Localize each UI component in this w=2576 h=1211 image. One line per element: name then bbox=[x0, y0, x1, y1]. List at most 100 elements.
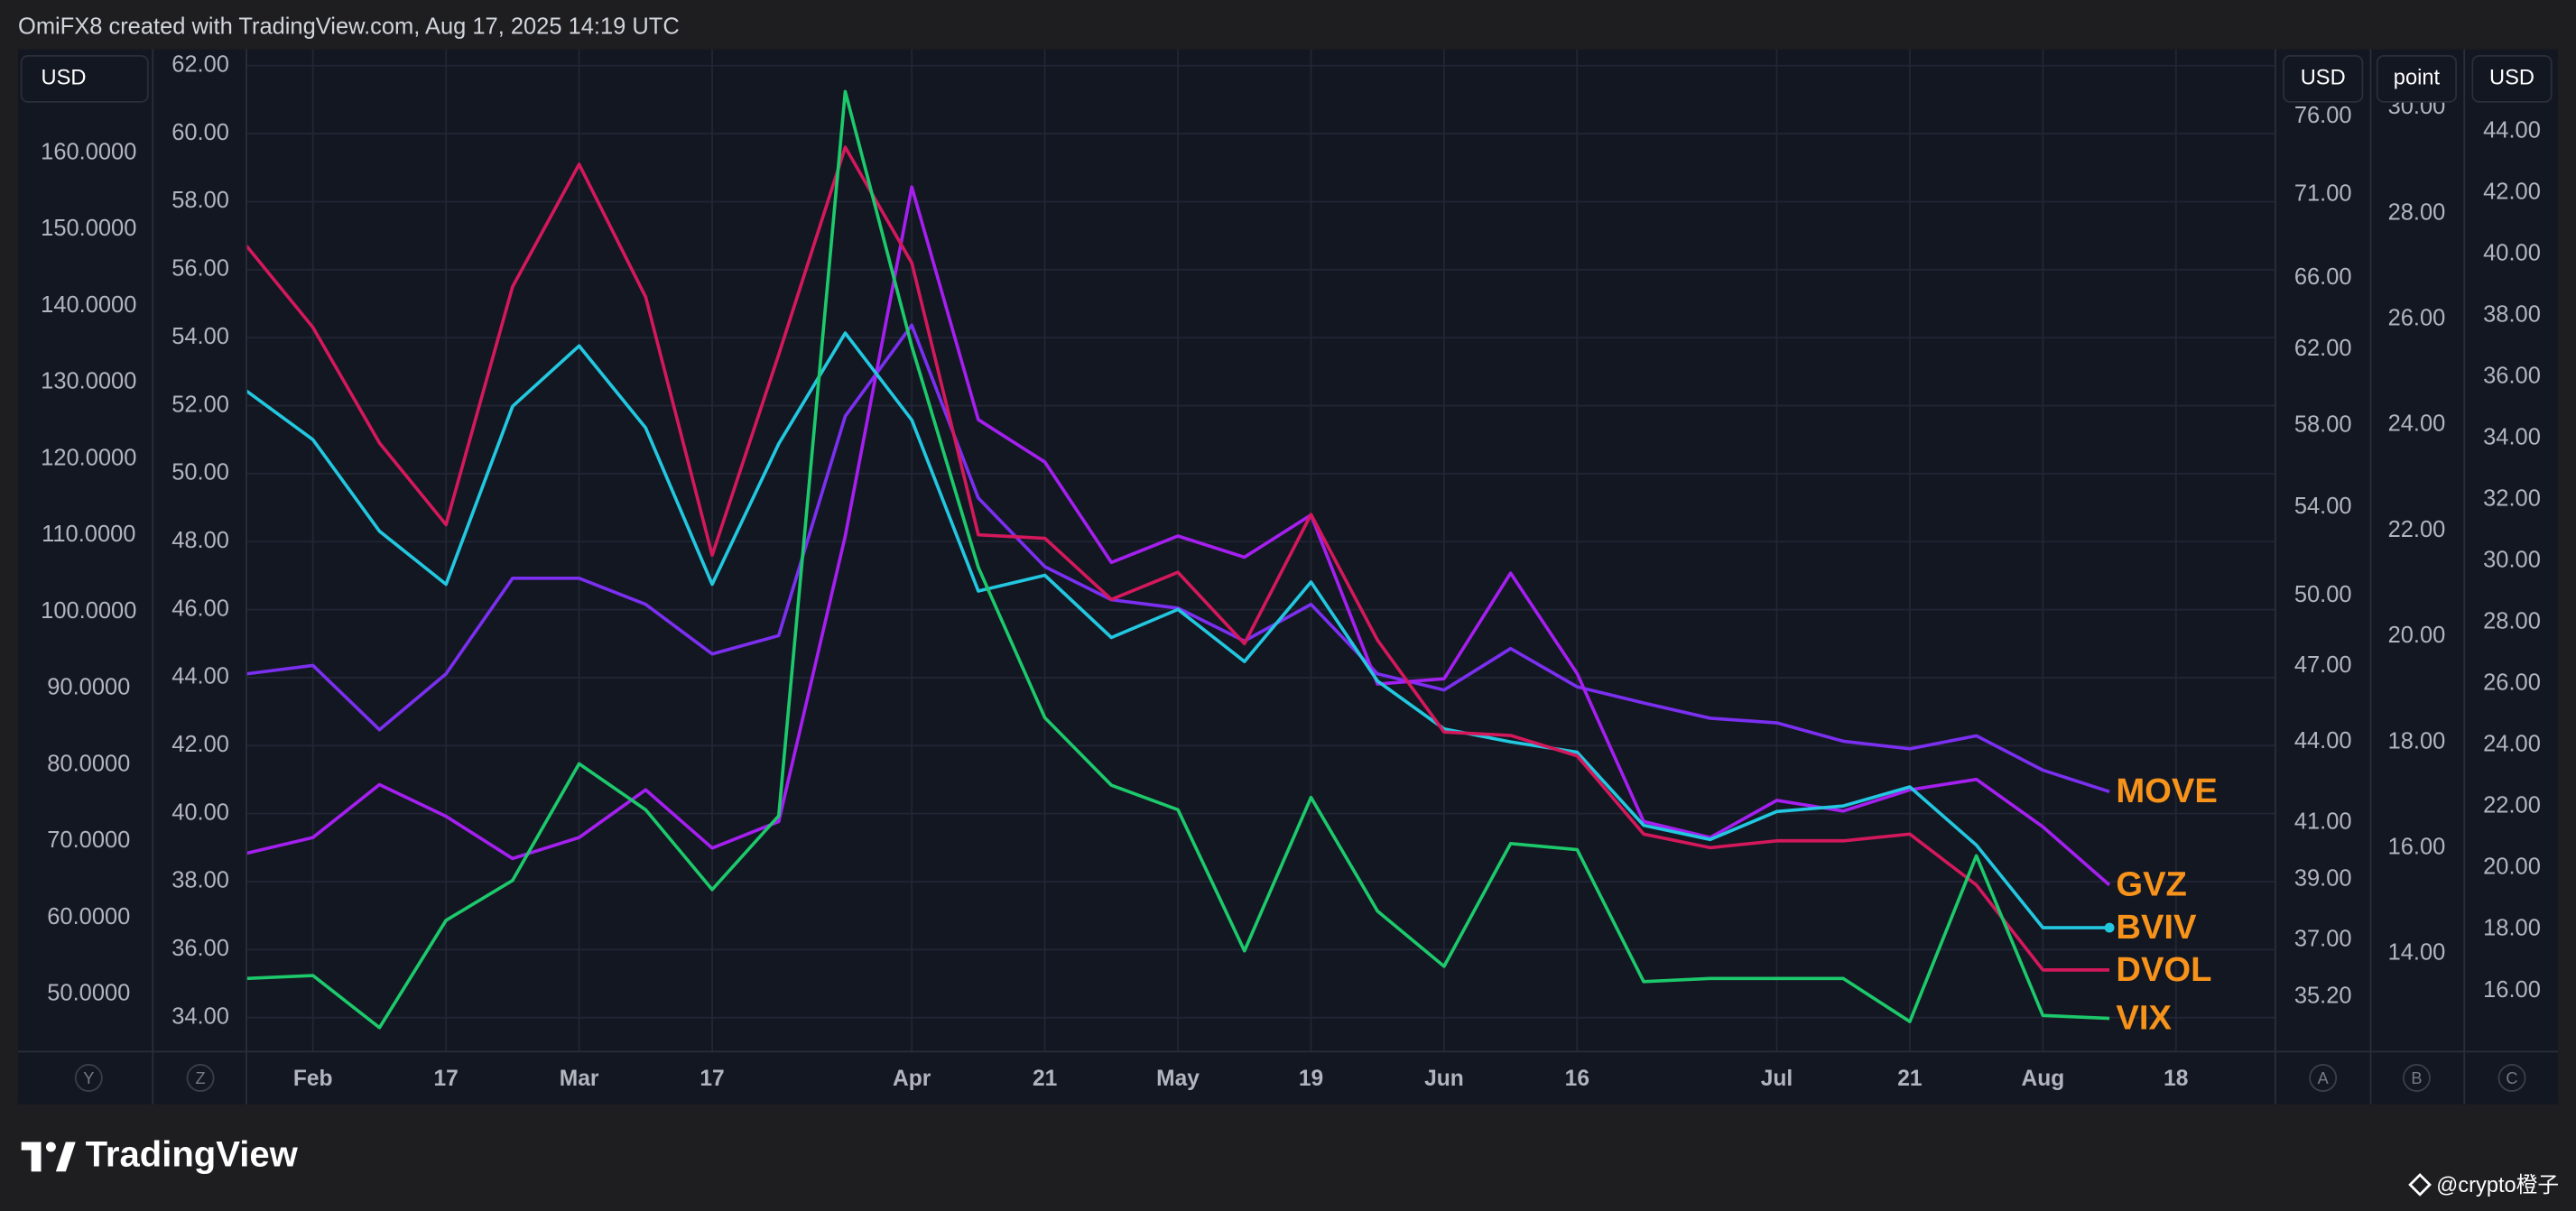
series-line bbox=[245, 145, 2110, 972]
y-tick-label: 62.00 bbox=[2294, 336, 2352, 361]
y-tick-label: 50.0000 bbox=[47, 981, 130, 1006]
y-tick-label: 42.00 bbox=[2483, 179, 2541, 204]
y-tick-label: 140.0000 bbox=[41, 292, 136, 318]
y-tick-label: 48.00 bbox=[171, 528, 229, 553]
y-tick-label: 24.00 bbox=[2388, 411, 2446, 437]
logo-part bbox=[45, 1142, 56, 1152]
x-tick-label: Feb bbox=[293, 1067, 333, 1091]
y-tick-label: 16.00 bbox=[2483, 977, 2541, 1003]
x-tick-label: Jul bbox=[1761, 1067, 1793, 1091]
y-tick-label: 76.00 bbox=[2294, 103, 2352, 128]
unit-button bbox=[2283, 54, 2364, 103]
y-tick-label: 34.00 bbox=[2483, 425, 2541, 450]
y-tick-label: 110.0000 bbox=[42, 522, 135, 547]
separators bbox=[18, 49, 2558, 1105]
scale-button bbox=[2309, 1064, 2338, 1092]
y-tick-label: 26.00 bbox=[2388, 306, 2446, 331]
y-tick-label: 80.0000 bbox=[47, 751, 130, 776]
x-tick-label: Mar bbox=[560, 1067, 599, 1091]
y-tick-label: 46.00 bbox=[171, 596, 229, 621]
x-tick-label: 18 bbox=[2164, 1067, 2188, 1091]
scale-button bbox=[2402, 1064, 2431, 1092]
x-tick-label: Jun bbox=[1424, 1067, 1464, 1091]
x-tick-label: Aug bbox=[2021, 1067, 2064, 1091]
y-tick-label: 120.0000 bbox=[41, 445, 136, 470]
series-line bbox=[246, 185, 2111, 887]
scale-button bbox=[186, 1064, 215, 1092]
y-tick-label: 22.00 bbox=[2388, 517, 2446, 542]
brand-name: TradingView bbox=[86, 1134, 299, 1174]
unit-label: point bbox=[2394, 67, 2441, 90]
y-tick-label: 26.00 bbox=[2483, 670, 2541, 696]
y-tick-label: 39.00 bbox=[2294, 866, 2352, 892]
y-tick-label: 50.00 bbox=[2294, 582, 2352, 607]
y-tick-label: 24.00 bbox=[2483, 732, 2541, 757]
y-tick-label: 66.00 bbox=[2294, 264, 2352, 290]
unit-button bbox=[2376, 54, 2458, 103]
y-tick-label: 35.20 bbox=[2294, 984, 2352, 1009]
y-tick-label: 60.0000 bbox=[47, 904, 130, 929]
x-tick-label: 16 bbox=[1565, 1067, 1589, 1091]
y-tick-label: 34.00 bbox=[171, 1003, 229, 1029]
y-tick-label: 130.0000 bbox=[41, 369, 136, 394]
y-tick-label: 30.00 bbox=[2483, 548, 2541, 573]
y-tick-label: 54.00 bbox=[2294, 494, 2352, 519]
y-tick-label: 90.0000 bbox=[47, 675, 130, 700]
y-tick-label: 52.00 bbox=[171, 392, 229, 417]
y-tick-label: 41.00 bbox=[2294, 809, 2352, 834]
y-tick-label: 62.00 bbox=[171, 52, 229, 78]
axes: 50.0000 60.0000 70.0000 80.0000 90.0000 100.0… bbox=[41, 52, 2541, 1091]
y-tick-label: 36.00 bbox=[2483, 364, 2541, 389]
x-tick-label: 21 bbox=[1897, 1067, 1922, 1091]
scale-id: Y bbox=[83, 1069, 94, 1087]
y-tick-label: 150.0000 bbox=[41, 216, 136, 241]
y-tick-label: 70.0000 bbox=[47, 827, 130, 853]
y-tick-label: 58.00 bbox=[171, 188, 229, 213]
y-tick-label: 20.00 bbox=[2483, 855, 2541, 880]
y-tick-label: 60.00 bbox=[171, 120, 229, 145]
y-tick-label: 28.00 bbox=[2483, 609, 2541, 634]
y-tick-label: 38.00 bbox=[171, 868, 229, 893]
y-tick-label: 44.00 bbox=[2483, 117, 2541, 143]
series-label: DVOL bbox=[2116, 950, 2211, 989]
x-tick-label: 19 bbox=[1299, 1067, 1323, 1091]
x-tick-label: 21 bbox=[1033, 1067, 1057, 1091]
scale-button bbox=[2497, 1064, 2526, 1092]
y-tick-label: 40.00 bbox=[171, 800, 229, 825]
x-tick-label: 17 bbox=[434, 1067, 459, 1091]
unit-label: USD bbox=[42, 67, 87, 90]
y-tick-label: 14.00 bbox=[2388, 940, 2446, 966]
y-tick-label: 160.0000 bbox=[41, 139, 136, 164]
y-tick-label: 56.00 bbox=[171, 256, 229, 282]
x-tick-label: May bbox=[1156, 1067, 1200, 1091]
series-label: GVZ bbox=[2116, 865, 2187, 904]
y-tick-label: 38.00 bbox=[2483, 302, 2541, 328]
scale-id: C bbox=[2506, 1069, 2517, 1087]
series-line bbox=[245, 331, 2110, 929]
scale-id: A bbox=[2318, 1069, 2330, 1087]
y-tick-label: 50.00 bbox=[171, 460, 229, 485]
y-tick-label: 44.00 bbox=[2294, 728, 2352, 753]
y-tick-label: 47.00 bbox=[2294, 652, 2352, 678]
header-text: OmiFX8 created with TradingView.com, Aug… bbox=[18, 14, 680, 40]
unit-button bbox=[2471, 54, 2553, 103]
y-tick-label: 54.00 bbox=[171, 324, 229, 349]
y-tick-label: 37.00 bbox=[2294, 926, 2352, 951]
y-tick-label: 28.00 bbox=[2388, 199, 2446, 225]
scale-id: Z bbox=[195, 1069, 205, 1087]
unit-label: USD bbox=[2489, 67, 2534, 90]
series-label: VIX bbox=[2116, 999, 2172, 1038]
logo-part bbox=[31, 1142, 42, 1172]
y-tick-label: 42.00 bbox=[171, 732, 229, 757]
y-tick-label: 100.0000 bbox=[41, 598, 136, 624]
x-tick-label: 17 bbox=[700, 1067, 724, 1091]
logo-part bbox=[55, 1142, 76, 1172]
unit-label: USD bbox=[2301, 67, 2346, 90]
y-tick-label: 32.00 bbox=[2483, 486, 2541, 512]
credit-icon bbox=[2408, 1173, 2432, 1197]
unit-button bbox=[20, 54, 149, 103]
